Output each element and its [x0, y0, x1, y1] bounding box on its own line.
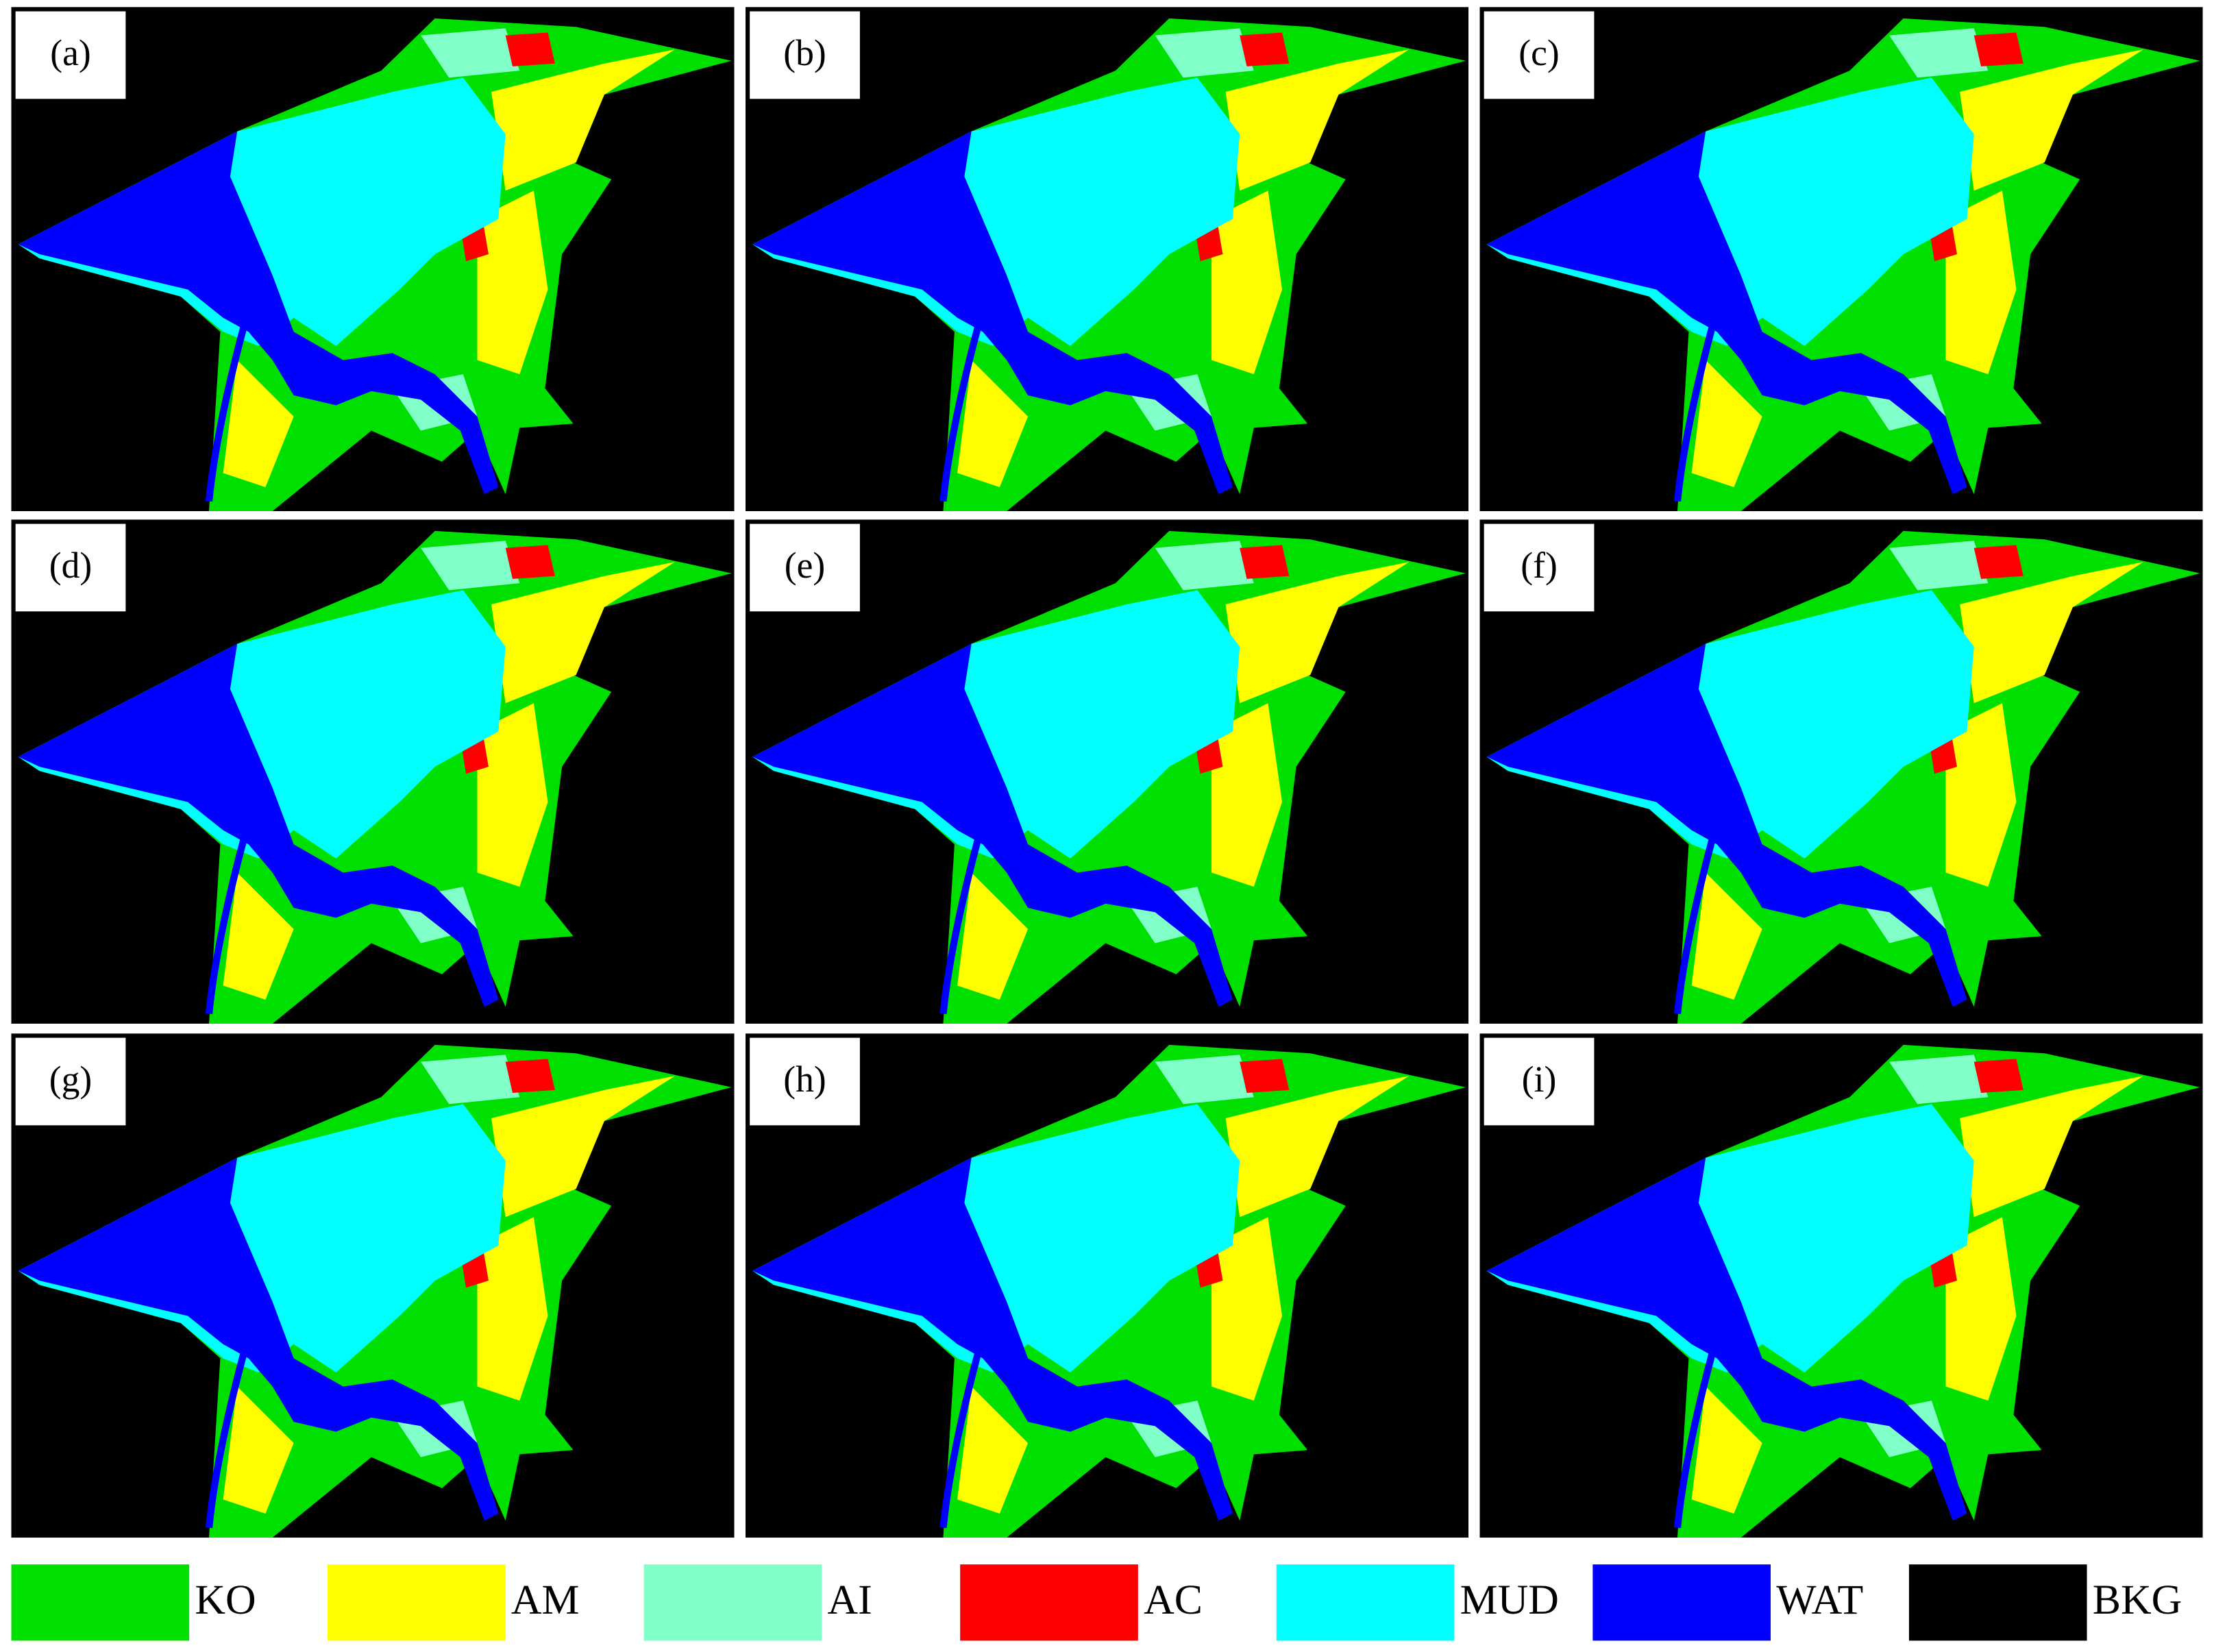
legend-swatch	[1908, 1564, 2087, 1641]
label-box	[750, 11, 860, 99]
panel-label: (f)	[1521, 545, 1558, 586]
legend-label: BKG	[2093, 1577, 2182, 1623]
map-panel: (a)	[11, 7, 734, 511]
map-panel: (d)	[11, 519, 734, 1024]
label-box	[1484, 1037, 1595, 1126]
legend-swatch	[328, 1564, 506, 1641]
label-box	[750, 523, 860, 612]
panel-label: (e)	[785, 545, 825, 586]
label-box	[1484, 523, 1595, 612]
label-box	[15, 11, 126, 99]
panel-label: (g)	[49, 1059, 92, 1100]
label-box	[750, 1037, 860, 1126]
map-panel: (h)	[746, 1033, 1468, 1538]
map-panel: (b)	[746, 7, 1468, 511]
legend-label: AM	[511, 1577, 580, 1623]
legend-swatch	[1592, 1564, 1771, 1641]
panel-label: (a)	[50, 32, 90, 73]
legend-swatch	[960, 1564, 1138, 1641]
legend-label: WAT	[1776, 1577, 1863, 1623]
map-panel: (f)	[1479, 519, 2202, 1024]
legend-swatch	[11, 1564, 190, 1641]
panel-label: (d)	[49, 545, 92, 586]
legend-swatch	[643, 1564, 822, 1641]
panel-label: (h)	[783, 1059, 826, 1100]
label-box	[15, 523, 126, 612]
legend-swatch	[1276, 1564, 1455, 1641]
map-panel: (c)	[1479, 7, 2202, 511]
label-box	[1484, 11, 1595, 99]
legend-label: MUD	[1460, 1577, 1559, 1623]
label-box	[15, 1037, 126, 1126]
panel-label: (c)	[1518, 32, 1559, 73]
legend-label: AI	[828, 1577, 872, 1623]
panel-label: (b)	[783, 32, 826, 73]
panel-label: (i)	[1522, 1059, 1557, 1100]
legend-label: AC	[1144, 1577, 1203, 1623]
map-panel: (i)	[1479, 1033, 2202, 1538]
legend-label: KO	[195, 1577, 256, 1623]
map-panel: (e)	[746, 519, 1468, 1024]
map-panel: (g)	[11, 1033, 734, 1538]
